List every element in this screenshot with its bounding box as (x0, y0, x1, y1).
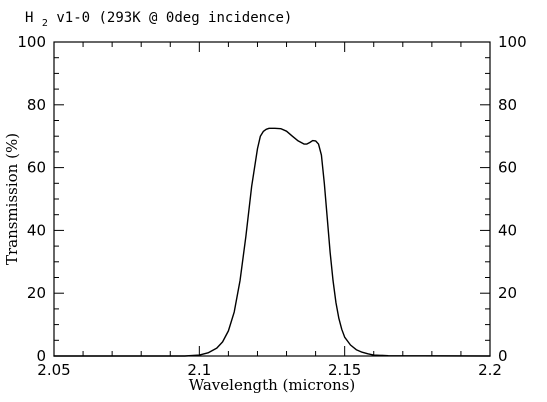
chart-title: H 2 v1-0 (293K @ 0deg incidence) (25, 10, 292, 30)
y-axis-label: Transmission (%) (3, 133, 21, 265)
y-tick-label-right: 40 (498, 221, 517, 239)
y-tick-label-left: 0 (36, 347, 46, 365)
x-tick-label: 2.2 (478, 361, 502, 379)
x-tick-label: 2.1 (187, 361, 211, 379)
y-tick-label-left: 20 (27, 284, 46, 302)
chart-title-main: H (25, 10, 33, 26)
ticks-layer (53, 41, 491, 357)
chart-title-rest: v1-0 (293K @ 0deg incidence) (56, 10, 292, 26)
y-tick-label-right: 100 (498, 33, 527, 51)
x-tick-label: 2.05 (37, 361, 70, 379)
y-tick-label-right: 60 (498, 159, 517, 177)
transmission-curve-1 (53, 127, 491, 357)
y-tick-label-left: 60 (27, 159, 46, 177)
y-tick-label-left: 40 (27, 221, 46, 239)
y-tick-label-left: 100 (17, 33, 46, 51)
y-tick-label-right: 20 (498, 284, 517, 302)
y-tick-label-right: 80 (498, 96, 517, 114)
x-tick-label: 2.15 (328, 361, 361, 379)
y-tick-label-right: 0 (498, 347, 508, 365)
y-tick-label-left: 80 (27, 96, 46, 114)
x-axis-label: Wavelength (microns) (189, 376, 356, 394)
chart-title-subscript: 2 (42, 18, 48, 29)
series-layer (53, 127, 491, 357)
